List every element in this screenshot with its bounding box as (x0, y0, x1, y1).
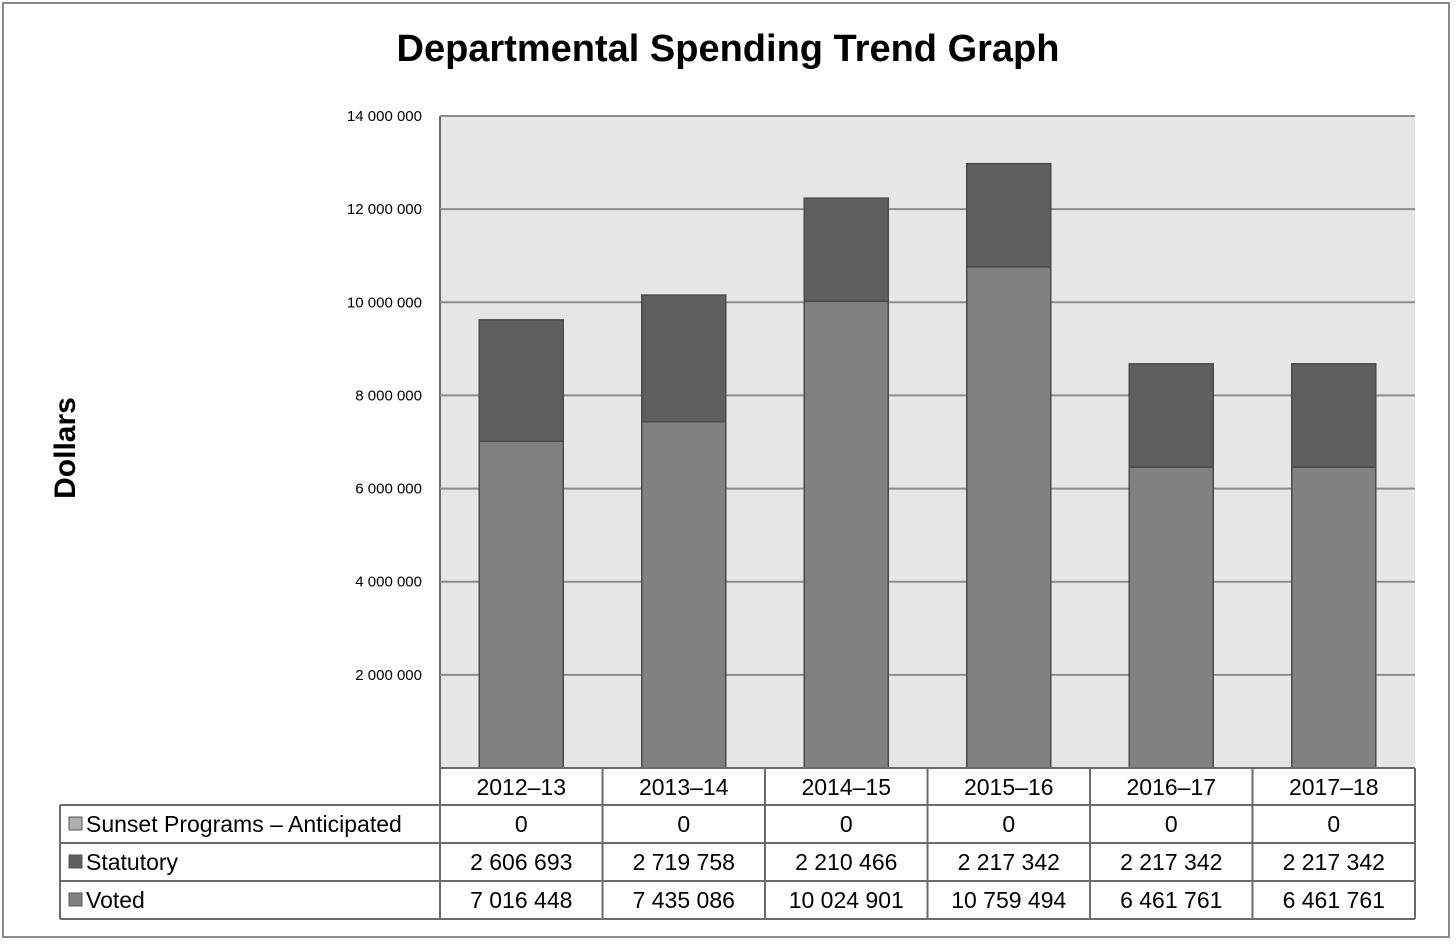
y-tick-label: 14 000 000 (347, 108, 422, 125)
bar-voted (641, 420, 727, 769)
y-tick-label: 2 000 000 (355, 667, 422, 684)
x-tick-label: 2017–18 (1289, 774, 1379, 800)
bar-statutory (478, 319, 564, 442)
data-label: 0 (677, 811, 690, 837)
data-label: 10 759 494 (951, 887, 1066, 913)
data-label: 7 435 086 (633, 887, 735, 913)
legend-label: Sunset Programs – Anticipated (86, 811, 402, 837)
bar-statutory (641, 294, 727, 423)
legend-swatch (68, 892, 83, 907)
data-label: 2 210 466 (795, 849, 897, 875)
bar-statutory (1128, 363, 1214, 468)
data-label: 2 719 758 (633, 849, 735, 875)
chart-title: Departmental Spending Trend Graph (396, 28, 1060, 70)
bar-voted (803, 300, 889, 769)
bar-voted (478, 440, 564, 769)
bar-voted (966, 266, 1052, 769)
x-tick-label: 2016–17 (1126, 774, 1216, 800)
y-tick-label: 4 000 000 (355, 574, 422, 591)
data-label: 0 (515, 811, 528, 837)
data-label: 0 (1165, 811, 1178, 837)
data-label: 2 217 342 (958, 849, 1060, 875)
bar-statutory (803, 197, 889, 302)
data-label: 6 461 761 (1283, 887, 1385, 913)
bar-statutory (1291, 363, 1377, 468)
legend-swatch (68, 816, 83, 831)
x-tick-label: 2013–14 (639, 774, 729, 800)
data-label: 0 (1002, 811, 1015, 837)
y-tick-label: 8 000 000 (355, 387, 422, 404)
data-label: 10 024 901 (789, 887, 904, 913)
bar-voted (1128, 466, 1214, 769)
legend-swatch (68, 854, 83, 869)
data-label: 0 (840, 811, 853, 837)
data-label: 2 217 342 (1120, 849, 1222, 875)
data-label: 0 (1327, 811, 1340, 837)
plot-area (440, 116, 1415, 768)
x-tick-label: 2012–13 (476, 774, 566, 800)
legend-label: Statutory (86, 849, 179, 875)
y-tick-label: 6 000 000 (355, 481, 422, 498)
x-tick-label: 2014–15 (801, 774, 891, 800)
data-label: 6 461 761 (1120, 887, 1222, 913)
data-label: 2 606 693 (470, 849, 572, 875)
legend-label: Voted (86, 887, 145, 913)
x-tick-label: 2015–16 (964, 774, 1054, 800)
data-label: 7 016 448 (470, 887, 572, 913)
y-tick-label: 12 000 000 (347, 201, 422, 218)
data-label: 2 217 342 (1283, 849, 1385, 875)
bar-statutory (966, 162, 1052, 268)
y-tick-label: 10 000 000 (347, 294, 422, 311)
bar-voted (1291, 466, 1377, 769)
